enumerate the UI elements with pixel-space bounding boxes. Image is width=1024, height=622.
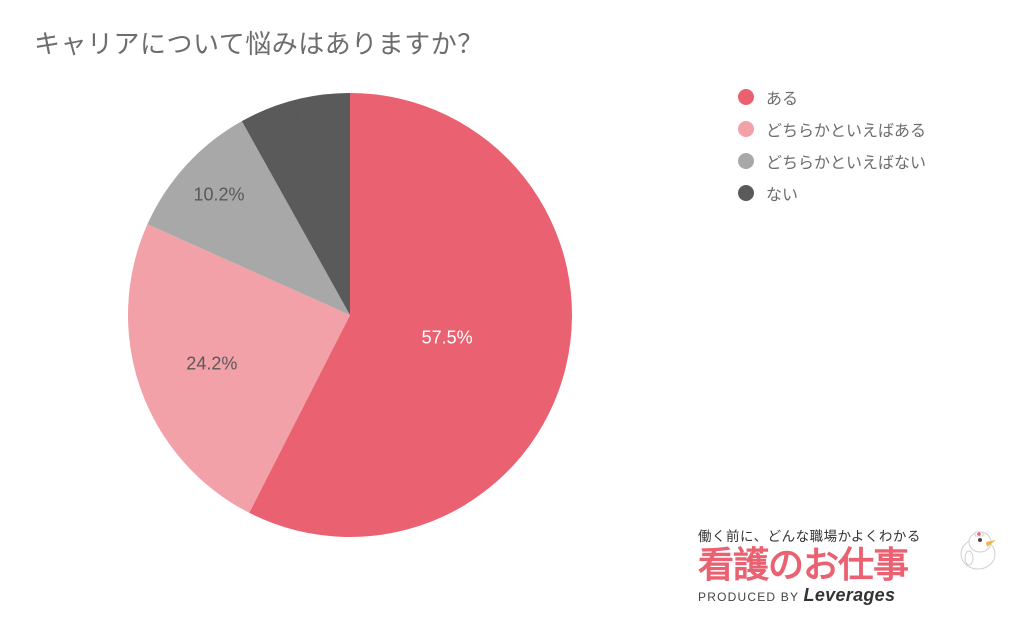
pie-svg: [125, 90, 575, 540]
legend-dot: [738, 185, 754, 201]
legend-label: ない: [766, 181, 798, 205]
slice-label: 10.2%: [193, 185, 244, 206]
legend-label: ある: [766, 85, 798, 109]
legend-item: ない: [738, 181, 926, 205]
footer-subline-prefix: PRODUCED BY: [698, 590, 804, 604]
legend-label: どちらかといえばある: [766, 117, 926, 141]
pie-chart: 57.5% 24.2% 10.2% 8.1%: [125, 90, 575, 540]
mascot-icon: [956, 528, 1000, 572]
chart-title: キャリアについて悩みはありますか？: [34, 24, 484, 61]
legend-item: ある: [738, 85, 926, 109]
legend-dot: [738, 89, 754, 105]
footer-subline-brand: Leverages: [804, 585, 896, 605]
legend-item: どちらかといえばない: [738, 149, 926, 173]
legend-item: どちらかといえばある: [738, 117, 926, 141]
slice-label: 57.5%: [422, 328, 473, 349]
chart-root: キャリアについて悩みはありますか？ 57.5% 24.2% 10.2% 8.1% ある…: [0, 0, 1024, 622]
footer-subline: PRODUCED BY Leverages: [698, 585, 1008, 606]
footer-brand: 働く前に、どんな職場かよくわかる 看護のお仕事 PRODUCED BY Leve…: [698, 525, 1008, 606]
legend-dot: [738, 153, 754, 169]
slice-label: 8.1%: [279, 109, 320, 130]
legend: あるどちらかといえばあるどちらかといえばないない: [738, 85, 926, 205]
slice-label: 24.2%: [186, 353, 237, 374]
legend-label: どちらかといえばない: [766, 149, 926, 173]
legend-dot: [738, 121, 754, 137]
